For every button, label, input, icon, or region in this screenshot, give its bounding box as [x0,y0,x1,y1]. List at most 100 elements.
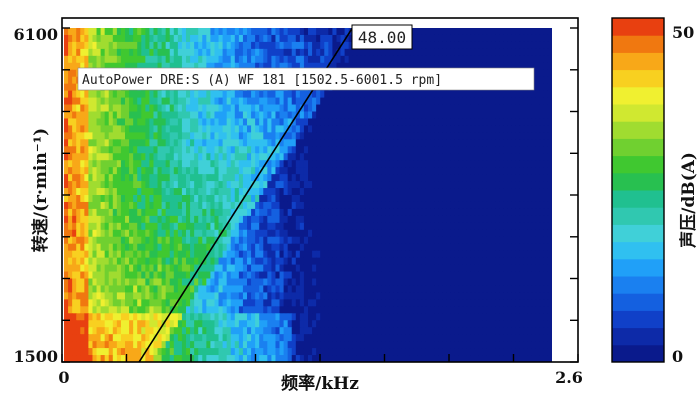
heat-cell [153,313,159,321]
heat-cell [389,167,394,175]
heat-cell [308,236,313,245]
heat-cell [527,201,533,210]
heat-cell [145,146,150,154]
heat-cell [344,97,350,106]
heat-cell [373,90,378,99]
heat-cell [88,118,94,127]
heat-cell [287,195,293,203]
heat-cell [519,208,525,217]
heat-cell [108,62,114,71]
heat-cell [486,62,492,71]
heat-cell [108,174,114,182]
heat-cell [161,313,167,321]
heat-cell [539,153,545,161]
heat-cell [230,125,236,133]
heat-cell [340,271,346,280]
heat-cell [438,153,443,161]
heat-cell [96,62,102,71]
heat-cell [332,55,338,64]
heat-cell [190,146,195,154]
heat-cell [157,97,163,106]
heat-cell [507,104,512,113]
heat-cell [291,139,297,147]
heat-cell [421,236,427,245]
heat-cell [263,299,268,307]
heat-cell [417,229,423,238]
heat-cell [202,306,207,314]
heat-cell [352,188,358,196]
heat-cell [430,118,435,127]
heat-cell [112,153,118,161]
heat-cell [299,181,305,189]
heat-cell [430,201,435,210]
heat-cell [385,181,390,189]
heat-cell [438,28,443,36]
heat-cell [547,139,552,147]
heat-cell [340,250,346,259]
heat-cell [393,250,399,259]
heat-cell [242,313,248,321]
heat-cell [442,201,447,210]
heat-cell [515,41,521,50]
heat-cell [291,292,297,300]
heat-cell [214,139,220,147]
heat-cell [129,264,134,273]
heat-cell [210,28,216,36]
heat-cell [495,264,500,273]
heat-cell [421,34,427,43]
heat-cell [519,201,525,210]
heat-cell [409,181,415,189]
heat-cell [316,271,321,280]
heat-cell [165,306,171,314]
heat-cell [295,243,301,252]
heat-cell [129,167,134,175]
heat-cell [320,264,325,273]
heat-cell [247,139,252,147]
heat-cell [173,146,179,154]
heat-cell [198,181,203,189]
heat-cell [369,208,374,217]
heat-cell [462,34,468,43]
heat-cell [434,257,439,266]
heat-cell [234,118,240,127]
heat-cell [470,299,476,307]
heat-cell [308,215,313,224]
heat-cell [242,160,248,168]
heat-cell [486,48,492,57]
heat-cell [482,201,488,210]
heat-cell [397,285,403,294]
heat-cell [177,229,183,238]
heat-cell [425,181,431,189]
heat-cell [454,215,460,224]
heat-cell [68,48,73,57]
heat-cell [149,236,155,245]
heat-cell [271,195,277,203]
heat-cell [364,188,370,196]
heat-cell [373,264,378,273]
heat-cell [364,250,370,259]
heat-cell [450,48,455,57]
heat-cell [369,174,374,182]
heat-cell [291,160,297,168]
heat-cell [466,146,472,154]
heat-cell [112,62,118,71]
heat-cell [72,167,77,175]
heat-cell [470,292,476,300]
heat-cell [173,181,179,189]
heat-cell [263,313,268,321]
heat-cell [405,215,411,224]
heat-cell [299,90,305,99]
heat-cell [381,250,386,259]
heat-cell [100,181,106,189]
heat-cell [430,139,435,147]
heat-cell [104,181,110,189]
heat-cell [120,201,126,210]
heat-cell [88,41,94,50]
heat-cell [198,153,203,161]
heat-cell [251,313,256,321]
heat-cell [116,153,122,161]
heat-cell [417,195,423,203]
heat-cell [316,41,321,50]
heat-cell [446,160,451,168]
heat-cell [263,48,268,57]
